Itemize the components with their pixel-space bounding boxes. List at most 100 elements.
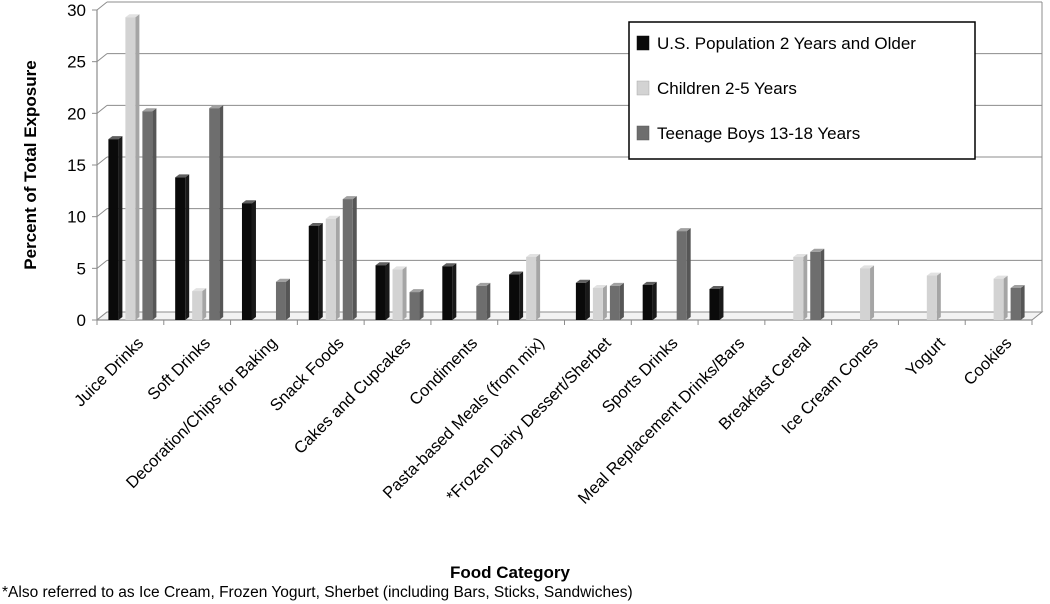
legend-swatch <box>636 80 650 96</box>
bar-front <box>476 285 487 320</box>
bar <box>926 272 941 320</box>
x-tick-label: Cookies <box>961 334 1016 389</box>
bar-front <box>709 289 720 320</box>
bar <box>1010 284 1025 320</box>
y-tick-label: 20 <box>67 104 86 123</box>
bar-side <box>936 272 941 320</box>
bar-top <box>793 253 808 257</box>
bar-side <box>318 222 323 320</box>
bar-side <box>135 14 140 320</box>
bar <box>308 222 323 320</box>
bar-side <box>352 196 357 320</box>
bar <box>810 248 825 320</box>
y-tick-label: 25 <box>67 53 86 72</box>
bar-side <box>118 136 123 320</box>
bar-top <box>442 263 457 267</box>
y-tick-label: 0 <box>77 311 86 330</box>
bar <box>342 196 357 320</box>
bar-side <box>152 108 157 321</box>
bar <box>709 286 724 320</box>
y-tick-label: 10 <box>67 208 86 227</box>
bar-front <box>409 292 420 320</box>
bar-front <box>575 282 586 320</box>
axes <box>92 9 1033 325</box>
bar-side <box>452 263 457 320</box>
legend-label: Children 2-5 Years <box>657 79 797 98</box>
bar <box>375 262 390 320</box>
bar-front <box>1010 287 1021 320</box>
footnote: *Also referred to as Ice Cream, Frozen Y… <box>2 584 633 601</box>
bar-top <box>392 266 407 270</box>
bar-top <box>526 253 541 257</box>
bar <box>993 275 1008 320</box>
bar-top <box>275 278 290 282</box>
bar-front <box>175 177 186 320</box>
bar-top <box>375 262 390 266</box>
bar-side <box>1020 284 1025 320</box>
bar-front <box>209 108 220 321</box>
bar <box>175 174 190 320</box>
bar-side <box>1003 275 1008 320</box>
bar <box>676 228 691 320</box>
bar-front <box>375 265 386 320</box>
bar-side <box>686 228 691 320</box>
bar <box>642 281 657 320</box>
bar-side <box>219 105 224 321</box>
legend-swatch <box>636 35 650 51</box>
bar-front <box>342 199 353 320</box>
bar-side <box>402 266 407 320</box>
y-tick-label: 15 <box>67 156 86 175</box>
y-tick-label: 30 <box>67 1 86 20</box>
bar <box>108 136 123 320</box>
y-tick-label: 5 <box>77 259 86 278</box>
bar-top <box>241 200 256 204</box>
bar-front <box>642 284 653 320</box>
bars <box>108 14 1025 321</box>
bar-top <box>342 196 357 200</box>
gridline-depth <box>96 259 108 269</box>
bar <box>476 282 491 320</box>
bar-side <box>285 278 290 320</box>
bar <box>125 14 140 320</box>
bar-side <box>251 200 256 320</box>
bar-top <box>308 222 323 226</box>
x-tick-label: Condiments <box>406 334 481 409</box>
bar <box>442 263 457 320</box>
bar-side <box>202 288 207 320</box>
bar-top <box>175 174 190 178</box>
x-tick-label: Soft Drinks <box>144 334 214 404</box>
bar-front <box>810 251 821 320</box>
bar-side <box>335 215 340 320</box>
x-tick-label: Juice Drinks <box>71 334 147 410</box>
bar <box>192 288 207 320</box>
bar <box>509 271 524 320</box>
bar-front <box>793 256 804 320</box>
bar-front <box>325 218 336 320</box>
bar-front <box>241 203 252 320</box>
bar-side <box>602 284 607 320</box>
bar <box>209 105 224 321</box>
bar-front <box>392 269 403 320</box>
bar <box>860 265 875 320</box>
bar <box>526 253 541 320</box>
bar-top <box>192 288 207 292</box>
bar-front <box>108 139 119 320</box>
bar-side <box>820 248 825 320</box>
bar-front <box>142 111 153 321</box>
bar <box>241 200 256 320</box>
bar-front <box>676 231 687 320</box>
bar-top <box>125 14 140 18</box>
bar-front <box>192 291 203 320</box>
bar-top <box>325 215 340 219</box>
bar <box>142 108 157 321</box>
bar-side <box>719 286 724 320</box>
bar-side <box>185 174 190 320</box>
x-tick-label: Yogurt <box>903 334 949 380</box>
gridline-depth <box>96 208 108 218</box>
bar-top <box>676 228 691 232</box>
bar-side <box>619 282 624 320</box>
bar-top <box>142 108 157 112</box>
bar-front <box>442 266 453 320</box>
bar-top <box>993 275 1008 279</box>
bar-top <box>476 282 491 286</box>
